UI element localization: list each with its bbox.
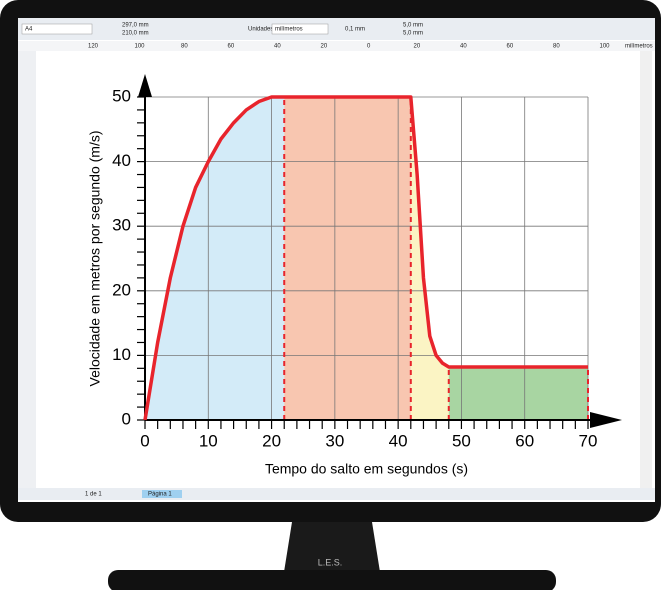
- x-tick-label: 20: [262, 431, 281, 450]
- region: [448, 367, 588, 420]
- x-tick-label: 30: [325, 431, 344, 450]
- y-tick-label: 10: [112, 345, 131, 364]
- monitor-neck: [284, 522, 380, 572]
- x-axis-label: Tempo do salto em segundos (s): [265, 461, 468, 477]
- page-tab[interactable]: Página 1: [148, 492, 172, 498]
- brand: L.E.S.: [318, 557, 343, 567]
- y-tick-label: 20: [112, 280, 131, 299]
- ruler-label: 20: [321, 44, 328, 50]
- ruler: [18, 41, 655, 51]
- nudge[interactable]: 0,1 mm: [345, 27, 365, 33]
- page-width[interactable]: 297,0 mm: [122, 23, 149, 29]
- ruler-label: 20: [414, 44, 421, 50]
- ruler-label: 100: [600, 44, 611, 50]
- scrollbar[interactable]: [640, 51, 652, 488]
- region: [410, 97, 449, 420]
- duplicate-x[interactable]: 5,0 mm: [403, 23, 423, 29]
- page-tab-bg[interactable]: [142, 490, 182, 498]
- line: [143, 95, 588, 421]
- y-arrow: [138, 74, 152, 97]
- ruler-label: 120: [88, 44, 99, 50]
- ruler-label: 100: [135, 44, 146, 50]
- y-axis-label: Velocidade em metros por segundo (m/s): [87, 130, 103, 386]
- region: [284, 97, 411, 420]
- y-tick-label: 0: [122, 409, 131, 428]
- units-label: Unidades:: [248, 27, 275, 33]
- region: [145, 97, 285, 420]
- page-size-box[interactable]: [21, 23, 93, 35]
- y-tick-label: 50: [112, 86, 131, 105]
- page-count: 1 de 1: [85, 492, 102, 498]
- property-bar: [18, 18, 655, 40]
- units-box[interactable]: [271, 23, 329, 35]
- x-tick-label: 70: [579, 431, 598, 450]
- ruler-label: 40: [460, 44, 467, 50]
- ruler-unit: milímetros: [625, 44, 653, 50]
- ruler-label: 80: [553, 44, 560, 50]
- x-tick-label: 50: [452, 431, 471, 450]
- y-tick-label: 40: [112, 151, 131, 170]
- units[interactable]: milímetros: [275, 27, 303, 33]
- status-bar: [18, 488, 655, 500]
- chart: 0 10 20 30 40 50 60 70 0 10 20 30 40 50 Tempo do salto…: [87, 86, 598, 476]
- monitor-base: [108, 570, 556, 592]
- ruler-label: 40: [274, 44, 281, 50]
- y-tick-label: 30: [112, 216, 131, 235]
- x-tick-label: 10: [199, 431, 218, 450]
- x-arrow: [590, 412, 622, 428]
- ruler-label: 60: [228, 44, 235, 50]
- x-tick-label: 40: [389, 431, 408, 450]
- toolbox: [18, 51, 36, 488]
- ruler-label: 60: [507, 44, 514, 50]
- duplicate-y[interactable]: 5,0 mm: [403, 31, 423, 37]
- x-tick-label: 0: [140, 431, 149, 450]
- page-size[interactable]: A4: [25, 27, 33, 33]
- x-tick-label: 60: [515, 431, 534, 450]
- ruler-label: 80: [181, 44, 188, 50]
- page-height[interactable]: 210,0 mm: [122, 31, 149, 37]
- ruler-label: 0: [367, 44, 371, 50]
